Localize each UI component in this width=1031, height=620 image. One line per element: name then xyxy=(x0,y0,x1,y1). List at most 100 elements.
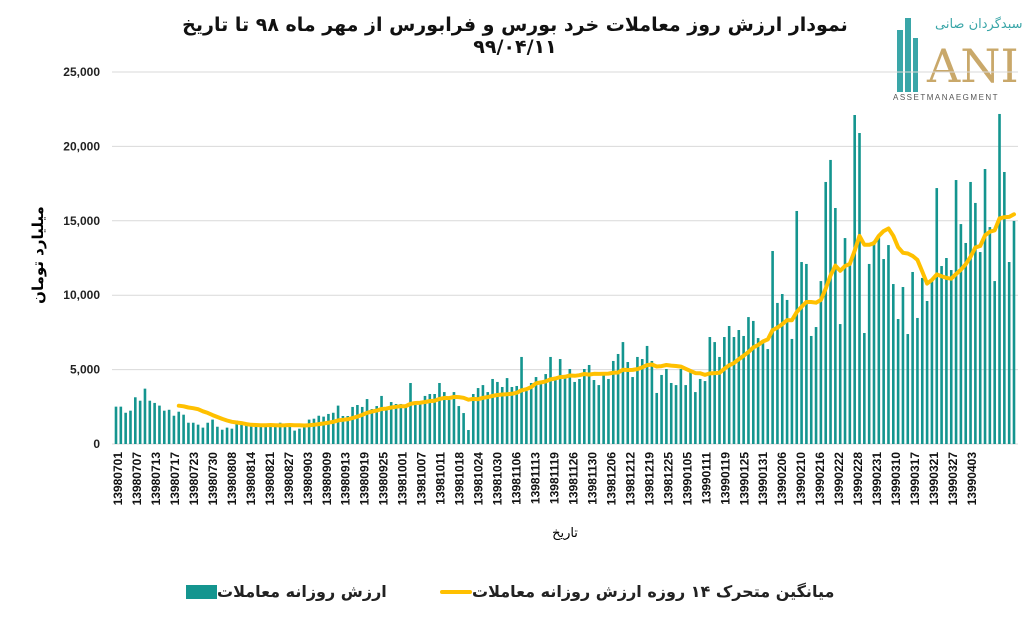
x-tick-label: 13990321 xyxy=(927,452,941,506)
bar xyxy=(920,277,924,444)
bar xyxy=(974,202,977,444)
bar xyxy=(573,381,576,444)
bar xyxy=(491,378,494,444)
x-tick-label: 13980713 xyxy=(149,452,163,506)
legend-line-swatch xyxy=(440,589,472,594)
bar xyxy=(153,402,156,444)
chart-title: نمودار ارزش روز معاملات خرد بورس و فرابو… xyxy=(182,14,848,58)
bar xyxy=(578,378,581,444)
y-tick-label: 25,000 xyxy=(63,65,100,79)
bar xyxy=(249,425,253,444)
bar xyxy=(853,115,856,444)
bar xyxy=(404,405,407,444)
bar xyxy=(544,374,547,444)
bar xyxy=(742,335,745,444)
x-tick-label: 13990231 xyxy=(870,452,884,506)
x-tick-label: 13990131 xyxy=(756,452,770,506)
bar xyxy=(525,391,528,444)
legend-item-bars: ارزش روزانه معاملات xyxy=(186,582,395,601)
bar xyxy=(583,369,586,444)
x-tick-label: 13980730 xyxy=(206,452,220,506)
svg-text:سبدگردان صانی: سبدگردان صانی xyxy=(935,16,1023,32)
bar xyxy=(500,387,504,444)
x-tick-label: 13990403 xyxy=(965,452,979,506)
bar xyxy=(302,425,306,444)
bar xyxy=(269,424,272,444)
bar xyxy=(626,362,630,444)
bar xyxy=(703,381,707,444)
bar xyxy=(129,410,132,444)
bar xyxy=(172,415,176,444)
bar xyxy=(515,385,519,444)
bar xyxy=(220,429,224,444)
x-tick-label: 13990119 xyxy=(718,452,732,505)
moving-average-line xyxy=(176,212,1016,428)
bar xyxy=(230,428,234,444)
bar xyxy=(124,412,127,444)
x-tick-label: 13980723 xyxy=(187,452,201,506)
bar xyxy=(216,426,219,444)
bar xyxy=(988,227,992,444)
bar xyxy=(674,385,678,444)
x-tick-label: 13990310 xyxy=(889,452,903,506)
bar xyxy=(283,425,287,444)
bar xyxy=(964,242,968,444)
x-tick-label: 13980919 xyxy=(358,452,372,506)
bar xyxy=(259,424,263,444)
y-tick-label: 5,000 xyxy=(70,363,100,377)
bar xyxy=(607,378,610,444)
bar xyxy=(1007,262,1011,444)
bar xyxy=(587,364,591,444)
bar xyxy=(539,381,543,444)
bar xyxy=(805,263,808,444)
bar xyxy=(858,133,861,444)
bar xyxy=(356,405,359,444)
x-tick-label: 13981126 xyxy=(566,452,580,505)
bar xyxy=(201,427,205,444)
bar xyxy=(529,382,533,444)
bar xyxy=(322,416,325,444)
legend-line-label: میانگین متحرک ۱۴ روزه ارزش روزانه معاملا… xyxy=(472,582,835,601)
bar xyxy=(476,388,480,444)
x-tick-label: 13981212 xyxy=(623,452,637,506)
x-tick-label: 13990206 xyxy=(775,452,789,506)
bar xyxy=(370,409,374,444)
bar xyxy=(467,430,470,444)
bar xyxy=(785,299,789,444)
bar xyxy=(433,394,436,444)
x-tick-label: 13981219 xyxy=(642,452,656,506)
bar xyxy=(819,281,823,444)
bar xyxy=(945,258,948,444)
bar xyxy=(568,369,572,444)
bar xyxy=(877,234,881,444)
bar xyxy=(597,385,601,444)
bar xyxy=(307,419,311,444)
bar xyxy=(645,345,649,444)
bar xyxy=(360,406,364,444)
bar xyxy=(245,424,248,444)
bar xyxy=(346,416,350,444)
bar xyxy=(510,387,514,444)
bar xyxy=(235,420,238,444)
bar xyxy=(679,369,683,444)
bar xyxy=(471,394,475,444)
bar xyxy=(838,324,842,444)
bar xyxy=(1003,171,1006,445)
x-tick-label: 13990317 xyxy=(908,452,922,506)
bar xyxy=(167,409,171,444)
bar xyxy=(505,378,509,444)
bar xyxy=(443,392,446,444)
bar xyxy=(751,320,755,444)
bar xyxy=(795,210,799,444)
x-tick-label: 13980821 xyxy=(263,452,277,506)
x-tick-label: 13981007 xyxy=(415,452,429,506)
bar xyxy=(954,180,958,444)
bar xyxy=(872,241,876,444)
bar xyxy=(1012,220,1016,444)
bar xyxy=(447,399,451,444)
bar xyxy=(423,395,427,444)
bar xyxy=(191,422,195,444)
bar xyxy=(592,380,596,444)
bar xyxy=(438,382,441,444)
